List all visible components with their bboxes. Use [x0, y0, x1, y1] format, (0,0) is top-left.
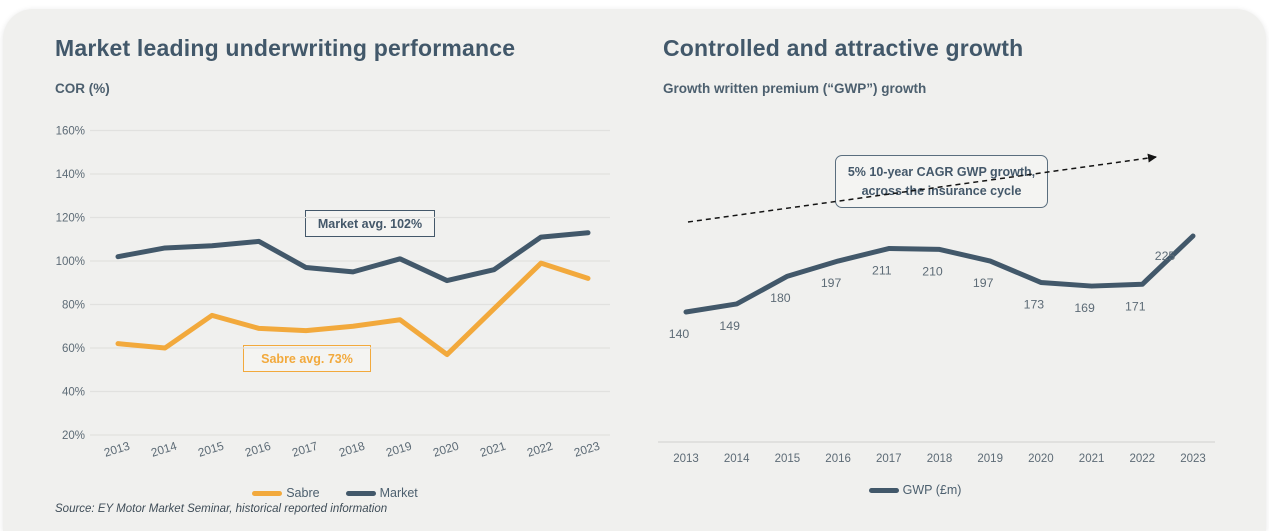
gwp-line [683, 233, 1196, 315]
svg-text:197: 197 [973, 276, 994, 290]
cagr-arrow [687, 153, 1157, 223]
svg-text:160%: 160% [56, 126, 85, 138]
market-legend-label: Market [379, 486, 418, 500]
svg-text:211: 211 [872, 264, 892, 278]
svg-text:140%: 140% [56, 169, 85, 181]
svg-text:173: 173 [1024, 297, 1045, 311]
right-chart-title: Controlled and attractive growth [663, 35, 1024, 61]
svg-text:2018: 2018 [337, 439, 367, 460]
right-chart-legend: GWP (£m) [655, 483, 1175, 497]
svg-text:2018: 2018 [927, 453, 953, 465]
svg-text:2023: 2023 [1180, 453, 1206, 465]
svg-text:2016: 2016 [825, 453, 851, 465]
gwp-line-chart: 5% 10-year CAGR GWP growth, across the i… [655, 110, 1233, 472]
sabre-line-swatch [252, 490, 283, 496]
svg-text:2014: 2014 [724, 453, 750, 465]
market-line-swatch [345, 490, 376, 496]
right-chart-subtitle: Growth written premium (“GWP”) growth [663, 81, 927, 96]
svg-text:60%: 60% [62, 343, 85, 355]
legend-item-sabre: Sabre [252, 486, 320, 500]
svg-text:2015: 2015 [196, 439, 226, 460]
svg-text:169: 169 [1074, 301, 1095, 315]
svg-text:2022: 2022 [525, 439, 554, 460]
sabre-legend-label: Sabre [286, 486, 320, 500]
left-chart-subtitle: COR (%) [55, 81, 110, 96]
sabre-line [115, 260, 591, 358]
svg-text:2015: 2015 [775, 453, 801, 465]
svg-text:2022: 2022 [1130, 453, 1156, 465]
legend-item-gwp: GWP (£m) [868, 483, 962, 497]
svg-text:2019: 2019 [384, 439, 413, 460]
svg-text:2016: 2016 [243, 439, 273, 460]
svg-text:80%: 80% [62, 300, 85, 312]
left-chart-legend: Sabre Market [55, 486, 615, 500]
sabre-avg-annotation: Sabre avg. 73% [243, 345, 371, 372]
svg-text:149: 149 [719, 319, 740, 333]
market-avg-annotation: Market avg. 102% [305, 210, 435, 237]
svg-text:2021: 2021 [1079, 453, 1105, 465]
svg-text:2021: 2021 [478, 439, 507, 460]
legend-item-market: Market [345, 486, 418, 500]
svg-text:2017: 2017 [876, 453, 902, 465]
svg-text:2017: 2017 [290, 439, 319, 460]
svg-text:2020: 2020 [431, 439, 461, 460]
svg-text:2013: 2013 [102, 439, 132, 460]
svg-text:197: 197 [821, 276, 842, 290]
svg-text:120%: 120% [56, 213, 85, 225]
svg-text:20%: 20% [62, 430, 85, 442]
svg-text:225: 225 [1155, 249, 1176, 263]
cor-line-chart: Market avg. 102% Sabre avg. 73% 160% 140%… [55, 110, 615, 472]
svg-text:100%: 100% [56, 256, 85, 268]
cagr-annotation: 5% 10-year CAGR GWP growth, across the i… [835, 155, 1048, 208]
market-line [115, 230, 591, 284]
svg-text:171: 171 [1125, 299, 1146, 313]
svg-text:2023: 2023 [572, 439, 602, 460]
svg-text:2019: 2019 [977, 453, 1003, 465]
gwp-legend-label: GWP (£m) [902, 483, 962, 497]
svg-text:2014: 2014 [149, 439, 179, 460]
left-chart-title: Market leading underwriting performance [55, 35, 516, 61]
svg-text:180: 180 [770, 291, 791, 305]
svg-text:2020: 2020 [1028, 453, 1054, 465]
slide-panel: Market leading underwriting performance … [3, 9, 1266, 531]
svg-text:2013: 2013 [673, 453, 699, 465]
svg-text:210: 210 [922, 264, 943, 278]
svg-text:40%: 40% [62, 387, 85, 399]
svg-text:140: 140 [669, 327, 690, 341]
source-note: Source: EY Motor Market Seminar, histori… [55, 503, 388, 515]
gwp-line-swatch [868, 487, 899, 493]
